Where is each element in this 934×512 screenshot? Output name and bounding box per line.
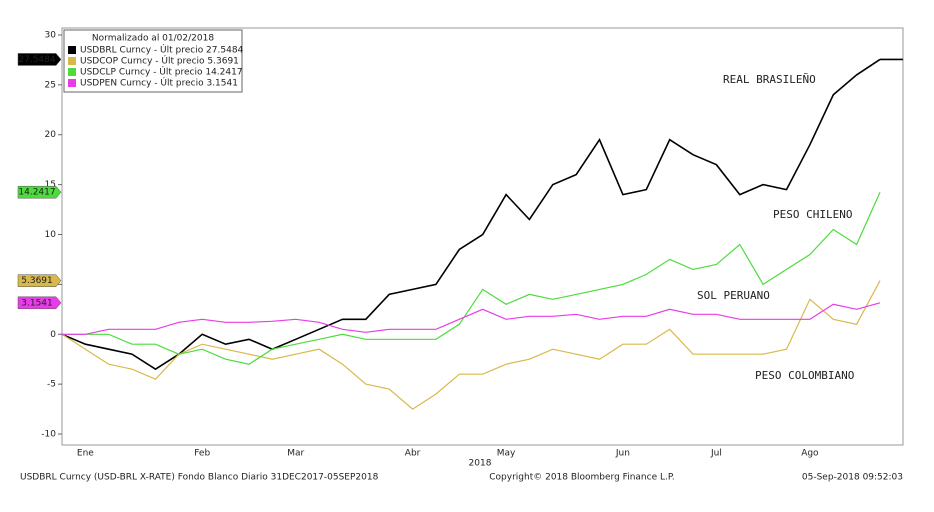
legend-swatch	[68, 68, 76, 76]
footer-right: 05-Sep-2018 09:52:03	[802, 473, 903, 483]
x-axis-label: 2018	[469, 459, 492, 469]
value-flag	[17, 274, 62, 287]
series-annotation: PESO CHILENO	[773, 208, 852, 221]
x-tick-label: Feb	[194, 449, 210, 459]
series-line	[62, 191, 881, 365]
value-flag	[17, 296, 62, 310]
y-tick-label: 20	[45, 130, 57, 140]
footer-left: USDBRL Curncy (USD-BRL X-RATE) Fondo Bla…	[20, 473, 379, 483]
value-flag-label: 3.1541	[21, 298, 53, 308]
legend-label: USDPEN Curncy - Últ precio 3.1541	[80, 77, 238, 89]
y-tick-label: -5	[47, 380, 56, 390]
legend-swatch	[68, 79, 76, 87]
legend-label: USDCLP Curncy - Últ precio 14.2417	[80, 66, 243, 78]
legend-title: Normalizado al 01/02/2018	[92, 34, 214, 44]
series-annotation: REAL BRASILEÑO	[723, 73, 816, 86]
x-tick-label: May	[497, 449, 516, 459]
value-flag	[17, 185, 62, 199]
series-line	[61, 58, 881, 371]
y-tick-label: 25	[45, 80, 56, 90]
y-tick-label: -10	[41, 430, 56, 440]
x-tick-label: Ene	[77, 449, 94, 459]
value-flag-label: 14.2417	[18, 188, 55, 198]
x-tick-label: Ago	[801, 449, 819, 459]
series-line	[62, 302, 881, 335]
y-tick-label: 10	[45, 230, 57, 240]
legend-label: USDCOP Curncy - Últ precio 5.3691	[80, 55, 239, 67]
x-tick-label: Abr	[405, 449, 421, 459]
value-flag	[17, 53, 62, 66]
y-tick-label: 0	[50, 330, 56, 340]
x-tick-label: Jun	[615, 449, 630, 459]
footer-center: Copyright© 2018 Bloomberg Finance L.P.	[489, 473, 674, 483]
y-tick-label: 15	[45, 180, 56, 190]
y-tick-label: 30	[45, 30, 57, 40]
x-tick-label: Jul	[710, 449, 722, 459]
value-flag-label: 27.5484	[18, 55, 55, 65]
series-annotation: SOL PERUANO	[697, 289, 770, 302]
series-annotation: PESO COLOMBIANO	[755, 369, 854, 382]
legend-label: USDBRL Curncy - Últ precio 27.5484	[80, 44, 244, 56]
plot-frame	[61, 27, 904, 446]
legend-box	[63, 29, 243, 93]
series-line	[61, 280, 881, 410]
legend-swatch	[68, 46, 76, 54]
x-tick-label: Mar	[287, 449, 304, 459]
legend-swatch	[68, 57, 76, 65]
value-flag-label: 5.3691	[21, 276, 53, 286]
